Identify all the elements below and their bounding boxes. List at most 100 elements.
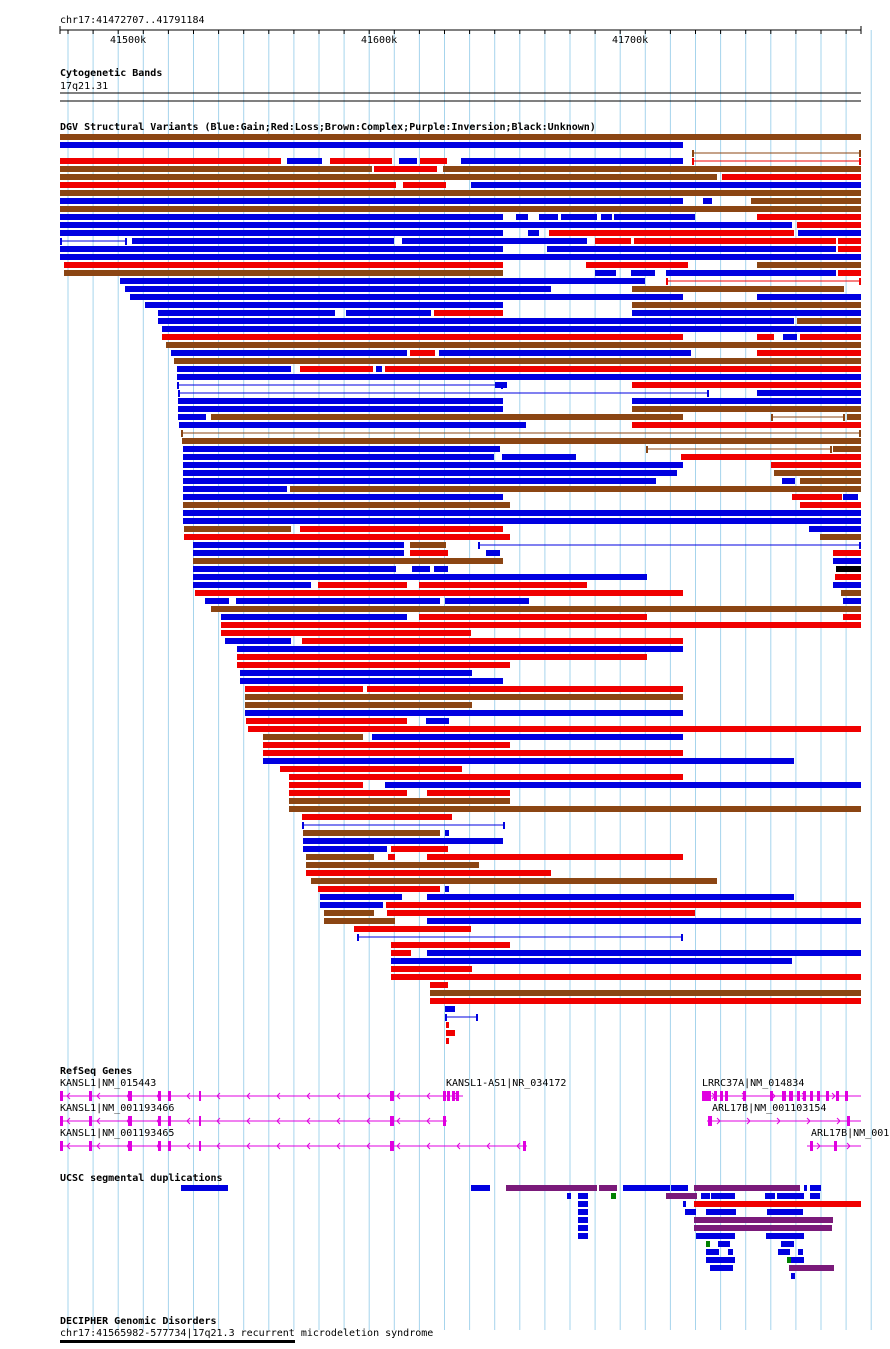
- dgv-variant: [774, 470, 861, 476]
- dgv-variant: [601, 214, 612, 220]
- dgv-variant: [461, 158, 683, 164]
- gene-label[interactable]: ARL17B|NM_001103154: [712, 1103, 827, 1114]
- segdup-feature: [728, 1249, 733, 1255]
- dgv-variant: [183, 510, 861, 516]
- dgv-variant-end: [843, 414, 845, 421]
- gene-exon: [443, 1116, 446, 1126]
- dgv-variant: [783, 334, 797, 340]
- dgv-variant: [800, 502, 861, 508]
- dgv-variant: [245, 702, 472, 708]
- segdup-feature: [671, 1185, 688, 1191]
- dgv-variant: [412, 566, 430, 572]
- dgv-variant: [439, 350, 691, 356]
- dgv-variant: [179, 422, 526, 428]
- segdup-feature: [696, 1233, 735, 1239]
- dgv-variant: [391, 958, 792, 964]
- dgv-variant: [183, 518, 861, 524]
- dgv-variant: [843, 614, 861, 620]
- gene-exon: [836, 1091, 839, 1101]
- dgv-variant: [631, 270, 655, 276]
- dgv-variant-end: [478, 542, 480, 549]
- gene-exon: [89, 1116, 92, 1126]
- dgv-variant: [289, 790, 407, 796]
- gene-strand-arrow: [186, 1092, 191, 1100]
- refseq-track-title: RefSeq Genes: [60, 1066, 133, 1077]
- dgv-variant: [419, 614, 647, 620]
- gene-label[interactable]: KANSL1|NM_001193466: [60, 1103, 175, 1114]
- dgv-variant: [426, 718, 449, 724]
- dgv-variant: [183, 446, 500, 452]
- dgv-variant: [60, 134, 861, 140]
- gene-strand-arrow: [816, 1142, 821, 1150]
- gene-label[interactable]: ARL17B|NM_001: [811, 1128, 890, 1139]
- gene-strand-arrow: [426, 1092, 431, 1100]
- dgv-variant-end: [859, 542, 861, 549]
- dgv-variant-end: [859, 150, 861, 157]
- segdup-feature: [810, 1193, 820, 1199]
- dgv-variant: [246, 718, 407, 724]
- dgv-variant-end: [666, 278, 668, 285]
- gene-exon: [128, 1116, 132, 1126]
- dgv-variant: [221, 614, 407, 620]
- gene-strand-arrow: [246, 1142, 251, 1150]
- gene-exon: [128, 1141, 132, 1151]
- dgv-variant: [798, 230, 861, 236]
- dgv-variant: [835, 574, 861, 580]
- dgv-variant-end: [859, 278, 861, 285]
- gene-label[interactable]: KANSL1|NM_001193465: [60, 1128, 175, 1139]
- dgv-variant: [211, 606, 861, 612]
- dgv-variant: [324, 910, 374, 916]
- dgv-variant: [446, 1022, 449, 1028]
- dgv-variant: [354, 926, 471, 932]
- segdup-feature: [578, 1201, 588, 1207]
- segdup-feature: [578, 1217, 588, 1223]
- dgv-variant: [666, 270, 836, 276]
- gene-strand-arrow: [186, 1142, 191, 1150]
- decipher-item-label[interactable]: chr17:41565982-577734|17q21.3 recurrent …: [60, 1328, 434, 1339]
- gene-strand-arrow: [216, 1117, 221, 1125]
- dgv-variant-end: [60, 238, 62, 245]
- dgv-variant: [193, 558, 503, 564]
- gene-strand-arrow: [66, 1142, 71, 1150]
- segdup-feature: [578, 1225, 588, 1231]
- dgv-variant: [367, 686, 683, 692]
- dgv-variant: [178, 398, 503, 404]
- dgv-variant: [183, 470, 677, 476]
- dgv-variant: [471, 182, 861, 188]
- segdup-feature: [685, 1209, 696, 1215]
- dgv-variant: [792, 494, 842, 500]
- dgv-variant: [306, 854, 374, 860]
- segdup-feature: [471, 1185, 490, 1191]
- dgv-variant: [346, 310, 431, 316]
- gene-exon: [452, 1091, 455, 1101]
- dgv-variant: [833, 446, 861, 452]
- gene-strand-arrow: [306, 1092, 311, 1100]
- gene-strand-arrow: [366, 1092, 371, 1100]
- segdup-feature: [718, 1241, 730, 1247]
- dgv-variant: [751, 198, 861, 204]
- dgv-variant: [443, 166, 861, 172]
- dgv-variant: [320, 894, 402, 900]
- gene-strand-arrow: [336, 1117, 341, 1125]
- dgv-variant-end: [181, 430, 183, 437]
- segdup-feature: [766, 1233, 804, 1239]
- dgv-variant: [60, 158, 281, 164]
- dgv-variant: [280, 766, 462, 772]
- dgv-variant: [64, 262, 503, 268]
- dgv-variant: [403, 182, 446, 188]
- gene-label[interactable]: KANSL1-AS1|NR_034172: [446, 1078, 567, 1089]
- dgv-variant: [632, 382, 861, 388]
- dgv-variant: [833, 558, 861, 564]
- gene-exon: [199, 1116, 201, 1126]
- segdup-feature: [181, 1185, 228, 1191]
- gene-strand-arrow: [336, 1142, 341, 1150]
- gene-label[interactable]: LRRC37A|NM_014834: [702, 1078, 805, 1089]
- dgv-variant: [60, 254, 861, 260]
- gene-label[interactable]: KANSL1|NM_015443: [60, 1078, 157, 1089]
- dgv-variant: [300, 526, 503, 532]
- dgv-variant-end: [681, 934, 683, 941]
- gene-strand-arrow: [66, 1117, 71, 1125]
- dgv-variant: [757, 294, 861, 300]
- dgv-variant: [841, 590, 861, 596]
- segdup-feature: [611, 1193, 616, 1199]
